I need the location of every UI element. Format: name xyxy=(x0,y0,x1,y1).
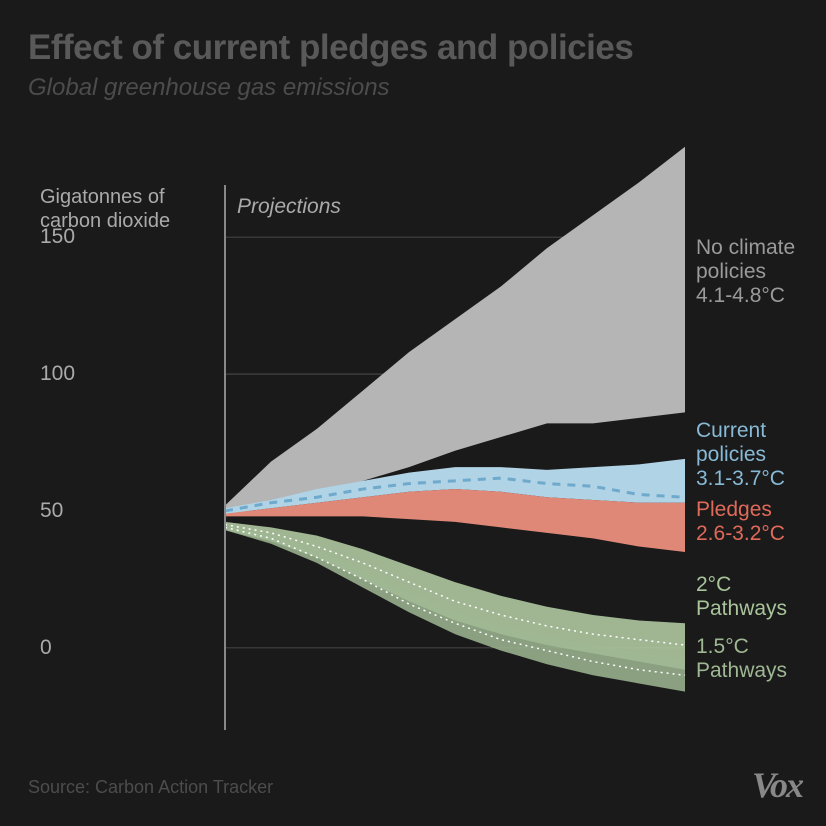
source-text: Source: Carbon Action Tracker xyxy=(28,777,273,798)
emissions-chart xyxy=(0,0,826,826)
vox-logo: Vox xyxy=(752,764,802,806)
series-label-pledges: Pledges2.6-3.2°C xyxy=(696,498,785,546)
y-tick: 0 xyxy=(40,636,52,660)
series-label-no_policy: No climatepolicies4.1-4.8°C xyxy=(696,236,795,308)
series-label-onefive_c: 1.5°CPathways xyxy=(696,635,787,683)
projections-label: Projections xyxy=(237,195,341,219)
y-tick: 100 xyxy=(40,362,75,386)
series-label-two_c: 2°CPathways xyxy=(696,573,787,621)
series-label-current: Currentpolicies3.1-3.7°C xyxy=(696,419,785,491)
y-tick: 50 xyxy=(40,499,63,523)
y-tick: 150 xyxy=(40,225,75,249)
